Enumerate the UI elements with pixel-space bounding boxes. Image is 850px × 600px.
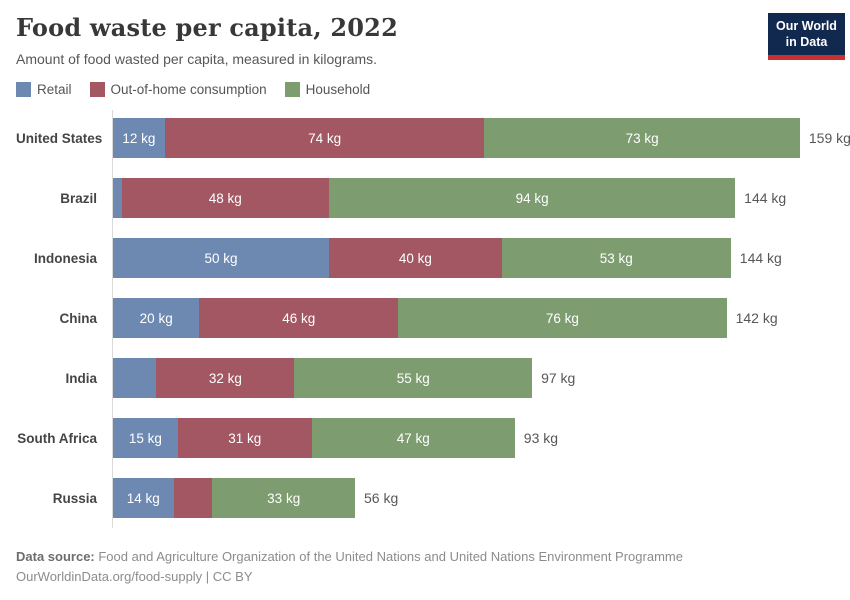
bar-segment-household[interactable]: 73 kg <box>484 118 800 158</box>
bar-segment-retail[interactable]: 15 kg <box>113 418 178 458</box>
segment-value-label: 53 kg <box>599 250 633 266</box>
segment-value-label: 55 kg <box>396 370 430 386</box>
bar-segment-out-of-home-consumption[interactable]: 74 kg <box>164 118 485 158</box>
bar-segment-household[interactable]: 53 kg <box>501 238 731 278</box>
country-label[interactable]: China <box>59 310 97 326</box>
chart-page: Food waste per capita, 2022 Amount of fo… <box>16 13 850 528</box>
total-value-label: 144 kg <box>744 190 787 206</box>
data-source-text: Food and Agriculture Organization of the… <box>94 548 683 564</box>
segment-value-label: 12 kg <box>122 130 156 146</box>
owid-logo-text-line1: Our World <box>776 19 837 33</box>
country-label[interactable]: Russia <box>52 490 97 506</box>
segment-value-label: 50 kg <box>204 250 238 266</box>
bar-stack: 12 kg 74 kg 73 kg <box>113 118 800 158</box>
bar-segment-out-of-home-consumption[interactable]: 48 kg <box>121 178 329 218</box>
bar-segment-household[interactable]: 47 kg <box>311 418 515 458</box>
bar-segment-retail[interactable] <box>113 358 157 398</box>
stacked-bar-chart: United States 12 kg 74 kg 73 kg 159 kg Brazil… <box>16 108 850 528</box>
bar-stack: 48 kg 94 kg <box>113 178 736 218</box>
total-value-label: 56 kg <box>363 490 399 506</box>
bar-segment-household[interactable]: 76 kg <box>398 298 727 338</box>
legend-swatch-icon <box>16 82 31 97</box>
total-value-label: 93 kg <box>523 430 559 446</box>
chart-row-south-africa: South Africa 15 kg 31 kg 47 kg 93 kg <box>16 408 834 468</box>
bar-segment-retail[interactable] <box>113 178 122 218</box>
legend-swatch-icon <box>284 82 300 97</box>
bar-segment-retail[interactable]: 50 kg <box>113 238 329 278</box>
legend-item-retail[interactable]: Retail <box>16 82 72 97</box>
total-value-label: 97 kg <box>541 370 576 386</box>
bar-stack: 20 kg 46 kg 76 kg <box>113 298 727 338</box>
legend-item-out-of-home-consumption[interactable]: Out-of-home consumption <box>89 82 267 97</box>
chart-row-india: India 32 kg 55 kg 97 kg <box>16 348 834 408</box>
segment-value-label: 14 kg <box>126 490 160 506</box>
page-title: Food waste per capita, 2022 <box>16 13 398 42</box>
segment-value-label: 32 kg <box>208 370 242 386</box>
bar-segment-out-of-home-consumption[interactable] <box>173 478 213 518</box>
segment-value-label: 73 kg <box>625 130 659 146</box>
country-label[interactable]: India <box>65 370 97 386</box>
segment-value-label: 74 kg <box>308 130 342 146</box>
legend: Retail Out-of-home consumption Household <box>16 82 834 97</box>
legend-label: Out-of-home consumption <box>110 82 267 97</box>
segment-value-label: 31 kg <box>228 430 262 446</box>
legend-label: Retail <box>37 82 72 97</box>
segment-value-label: 33 kg <box>267 490 301 506</box>
bar-segment-retail[interactable]: 14 kg <box>113 478 174 518</box>
total-value-label: 142 kg <box>735 310 778 326</box>
data-source-line: Data source: Food and Agriculture Organi… <box>16 547 834 568</box>
bar-segment-household[interactable]: 33 kg <box>212 478 355 518</box>
chart-row-brazil: Brazil 48 kg 94 kg 144 kg <box>16 168 834 228</box>
bar-stack: 15 kg 31 kg 47 kg <box>113 418 515 458</box>
segment-value-label: 76 kg <box>545 310 579 326</box>
total-value-label: 144 kg <box>739 250 782 266</box>
chart-subtitle: Amount of food wasted per capita, measur… <box>16 51 378 67</box>
owid-logo-text-line2: in Data <box>785 35 828 50</box>
chart-row-russia: Russia 14 kg 33 kg 56 kg <box>16 468 834 528</box>
segment-value-label: 15 kg <box>128 430 162 446</box>
legend-label: Household <box>305 82 371 97</box>
legend-swatch-icon <box>89 82 105 97</box>
bar-segment-retail[interactable]: 12 kg <box>113 118 165 158</box>
bar-stack: 14 kg 33 kg <box>113 478 355 518</box>
country-label[interactable]: United States <box>16 130 103 146</box>
total-value-label: 159 kg <box>808 130 850 146</box>
segment-value-label: 20 kg <box>139 310 173 326</box>
country-label[interactable]: South Africa <box>17 430 97 446</box>
legend-item-household[interactable]: Household <box>284 82 371 97</box>
chart-footer: Data source: Food and Agriculture Organi… <box>16 547 834 588</box>
country-label[interactable]: Brazil <box>60 190 97 206</box>
segment-value-label: 48 kg <box>208 190 242 206</box>
bar-segment-retail[interactable]: 20 kg <box>113 298 200 338</box>
segment-value-label: 40 kg <box>398 250 432 266</box>
y-axis-line <box>112 110 113 528</box>
bar-segment-out-of-home-consumption[interactable]: 40 kg <box>329 238 502 278</box>
chart-rows: United States 12 kg 74 kg 73 kg 159 kg Brazil… <box>16 108 850 528</box>
bar-segment-out-of-home-consumption[interactable]: 46 kg <box>199 298 399 338</box>
bar-segment-out-of-home-consumption[interactable]: 31 kg <box>177 418 312 458</box>
bar-stack: 32 kg 55 kg <box>113 358 533 398</box>
chart-row-indonesia: Indonesia 50 kg 40 kg 53 kg 144 kg <box>16 228 834 288</box>
chart-row-united-states: United States 12 kg 74 kg 73 kg 159 kg <box>16 108 850 168</box>
country-label[interactable]: Indonesia <box>33 250 97 266</box>
attribution-line: OurWorldinData.org/food-supply | CC BY <box>16 569 253 585</box>
bar-segment-out-of-home-consumption[interactable]: 32 kg <box>156 358 295 398</box>
segment-value-label: 46 kg <box>282 310 316 326</box>
chart-row-china: China 20 kg 46 kg 76 kg 142 kg <box>16 288 834 348</box>
segment-value-label: 47 kg <box>396 430 430 446</box>
bar-segment-household[interactable]: 94 kg <box>328 178 736 218</box>
segment-value-label: 94 kg <box>515 190 549 206</box>
bar-segment-household[interactable]: 55 kg <box>294 358 533 398</box>
owid-logo[interactable]: Our World in Data <box>768 13 845 60</box>
bar-stack: 50 kg 40 kg 53 kg <box>113 238 731 278</box>
data-source-label: Data source: <box>16 548 95 564</box>
